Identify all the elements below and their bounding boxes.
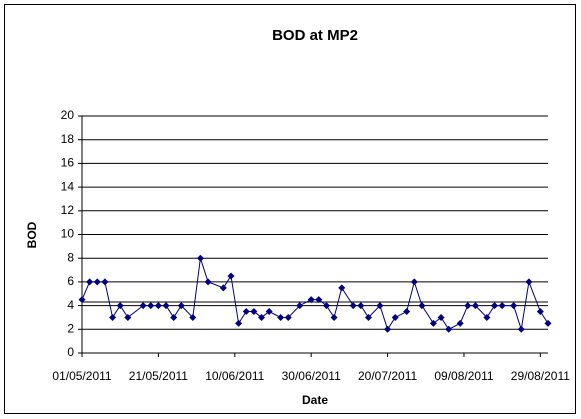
data-point	[536, 308, 544, 316]
data-point	[376, 302, 384, 310]
data-point	[227, 272, 235, 280]
data-point	[307, 296, 315, 304]
data-point	[116, 302, 124, 310]
data-point	[93, 278, 101, 286]
data-point	[403, 308, 411, 316]
data-point	[189, 313, 197, 321]
y-tick-label: 4	[67, 298, 74, 312]
data-point	[491, 302, 499, 310]
y-tick-label: 20	[61, 108, 75, 122]
data-point	[445, 325, 453, 333]
data-point	[330, 313, 338, 321]
data-point	[338, 284, 346, 292]
y-axis-label: BOD	[25, 221, 39, 248]
data-point	[296, 302, 304, 310]
data-point	[109, 313, 117, 321]
data-point	[418, 302, 426, 310]
data-point	[510, 302, 518, 310]
data-point	[265, 308, 273, 316]
y-tick-label: 14	[61, 179, 75, 193]
data-point	[250, 308, 258, 316]
data-point	[391, 313, 399, 321]
data-point	[101, 278, 109, 286]
y-tick-label: 6	[67, 274, 74, 288]
data-point	[196, 254, 204, 262]
data-point	[147, 302, 155, 310]
data-point	[471, 302, 479, 310]
data-point	[124, 313, 132, 321]
data-point	[483, 313, 491, 321]
data-point	[139, 302, 147, 310]
data-point	[277, 313, 285, 321]
data-point	[456, 319, 464, 327]
data-point	[410, 278, 418, 286]
x-tick-label: 20/07/2011	[358, 369, 417, 383]
data-point	[177, 302, 185, 310]
data-point	[86, 278, 94, 286]
data-point	[357, 302, 365, 310]
y-tick-label: 18	[61, 132, 75, 146]
data-point	[517, 325, 525, 333]
y-tick-label: 16	[61, 156, 75, 170]
data-point	[219, 284, 227, 292]
y-tick-label: 2	[67, 321, 74, 335]
x-tick-label: 21/05/2011	[129, 369, 188, 383]
data-point	[162, 302, 170, 310]
data-point	[498, 302, 506, 310]
y-tick-label: 8	[67, 250, 74, 264]
data-point	[258, 313, 266, 321]
data-point	[315, 296, 323, 304]
data-point	[78, 296, 86, 304]
x-tick-label: 01/05/2011	[52, 369, 111, 383]
data-point	[284, 313, 292, 321]
chart-title: BOD at MP2	[272, 27, 358, 44]
data-point	[464, 302, 472, 310]
data-point	[429, 319, 437, 327]
x-tick-label: 10/06/2011	[205, 369, 264, 383]
data-point	[349, 302, 357, 310]
data-point	[322, 302, 330, 310]
x-axis-label: Date	[302, 393, 328, 407]
data-point	[384, 325, 392, 333]
x-tick-label: 30/06/2011	[282, 369, 341, 383]
data-point	[364, 313, 372, 321]
x-tick-label: 09/08/2011	[434, 369, 493, 383]
y-tick-label: 12	[61, 203, 75, 217]
y-tick-label: 10	[61, 227, 75, 241]
chart-border	[4, 4, 576, 414]
data-point	[154, 302, 162, 310]
y-tick-label: 0	[67, 345, 74, 359]
data-point	[544, 319, 552, 327]
data-point	[204, 278, 212, 286]
data-point	[437, 313, 445, 321]
data-point	[235, 319, 243, 327]
data-point	[242, 308, 250, 316]
x-tick-label: 29/08/2011	[511, 369, 570, 383]
data-point	[170, 313, 178, 321]
data-point	[525, 278, 533, 286]
